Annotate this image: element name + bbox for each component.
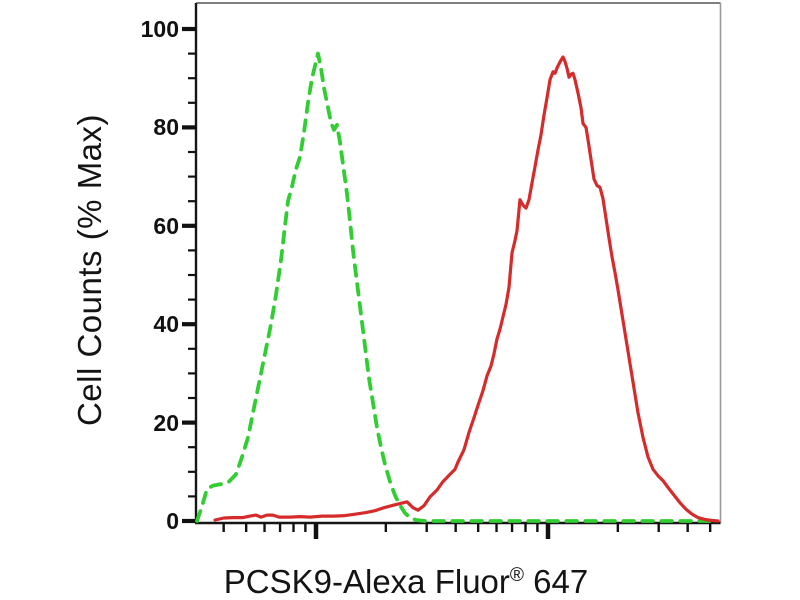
y-tick-label: 20 xyxy=(153,409,179,436)
y-tick-label: 80 xyxy=(153,114,179,141)
green-dashed-curve xyxy=(195,51,720,523)
x-axis-title-main: PCSK9-Alexa Fluor xyxy=(223,563,510,600)
y-tick-label: 60 xyxy=(153,212,179,239)
y-tick-label: 40 xyxy=(153,311,179,338)
red-solid-curve xyxy=(213,55,720,523)
registered-trademark-symbol: ® xyxy=(509,565,524,586)
y-tick-label: 0 xyxy=(166,508,179,534)
x-axis-title-suffix: 647 xyxy=(523,563,589,600)
y-tick-label: 100 xyxy=(140,16,179,42)
x-axis-title: PCSK9-Alexa Fluor® 647 xyxy=(106,562,706,600)
